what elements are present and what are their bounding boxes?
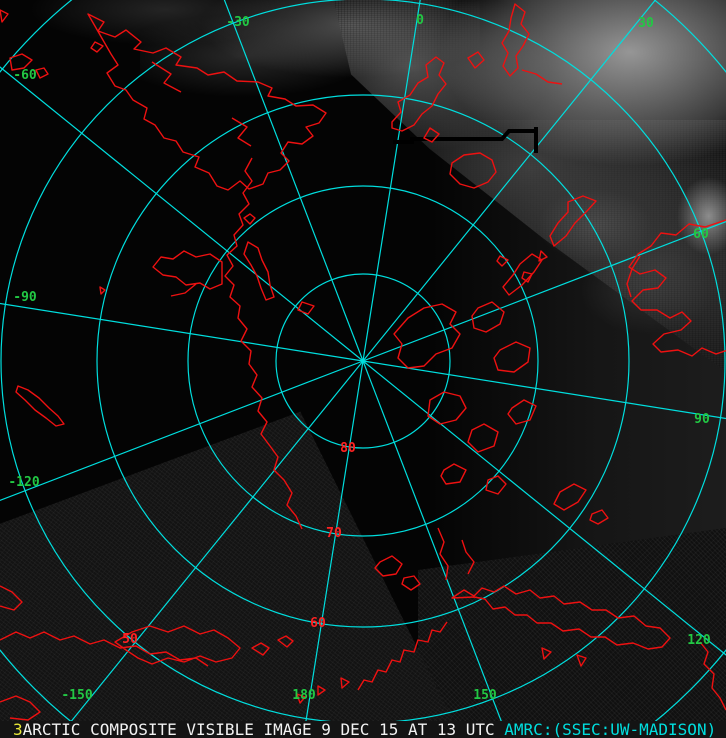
coast-top-islets — [0, 9, 104, 79]
coast-archipelago-cluster — [297, 301, 537, 581]
grid-labels: 0 30 60 90 120 150 180 -150 -120 -90 -60 -30 80 70 60 5… — [8, 13, 711, 703]
coast-novaya-zemlya — [502, 195, 597, 296]
coast-aleutians — [296, 621, 448, 704]
data-gap-artifact — [393, 127, 538, 153]
longitude-label-120: 120 — [687, 633, 711, 648]
longitude-label-0: 0 — [416, 13, 424, 28]
coast-svalbard — [391, 51, 485, 143]
meridian-150 — [362, 360, 509, 738]
meridian-90 — [362, 360, 726, 420]
meridian-0 — [362, 0, 421, 362]
coast-scandinavia — [626, 219, 726, 357]
meridian-30 — [362, 0, 657, 362]
coast-hook-island — [152, 250, 223, 297]
longitude-label--30: -30 — [226, 15, 250, 30]
coast-russian-islands — [374, 483, 609, 591]
meridian--90 — [0, 302, 364, 362]
meridian-120 — [362, 360, 726, 656]
coast-okhotsk-hokkaido — [0, 625, 294, 667]
meridian--120 — [0, 360, 364, 501]
latitude-label-70: 70 — [326, 526, 342, 541]
meridian--60 — [0, 66, 364, 362]
longitude-label--90: -90 — [13, 290, 37, 305]
longitude-label--150: -150 — [61, 688, 92, 703]
latitude-label-60: 60 — [310, 616, 326, 631]
longitude-label-90: 90 — [694, 412, 710, 427]
caption-frame-number: 3 — [13, 720, 23, 738]
coast-east-greenland-sliver — [243, 213, 275, 301]
meridian--150 — [56, 360, 364, 738]
longitude-label-180: 180 — [292, 688, 316, 703]
coastline-overlay — [0, 3, 726, 721]
coast-greenland-north — [87, 13, 327, 191]
longitude-label-30: 30 — [638, 16, 654, 31]
coast-east-greenland — [224, 157, 303, 530]
meridian-60 — [362, 221, 726, 362]
longitude-label-150: 150 — [473, 688, 497, 703]
longitude-label-60: 60 — [693, 227, 709, 242]
latitude-label-80: 80 — [340, 441, 356, 456]
latitude-label-50: 50 — [122, 632, 138, 647]
caption-bar: 3 ARCTIC COMPOSITE VISIBLE IMAGE 9 DEC 1… — [0, 721, 726, 738]
coast-iceland — [449, 152, 497, 189]
latitude-circle-60 — [96, 94, 630, 628]
meridian-180 — [302, 360, 364, 738]
latitude-circle-70 — [187, 185, 539, 537]
coast-sakhalin-bits — [0, 585, 41, 721]
longitude-label--120: -120 — [8, 475, 39, 490]
coast-wrangel-sliver — [15, 286, 106, 427]
meridian--30 — [223, 0, 364, 362]
longitude-label--60: -60 — [13, 68, 37, 83]
coast-greenland-fjords — [151, 61, 252, 147]
latitude-circle-80 — [275, 273, 451, 449]
coast-franz-josef — [496, 250, 548, 283]
caption-title-text: ARCTIC COMPOSITE VISIBLE IMAGE 9 DEC 15 … — [22, 720, 505, 738]
coast-nordaustlandet — [501, 3, 563, 85]
coast-alaska-gulf — [451, 585, 726, 711]
caption-source-text: AMRC:(SSEC:UW-MADISON) — [504, 720, 717, 738]
